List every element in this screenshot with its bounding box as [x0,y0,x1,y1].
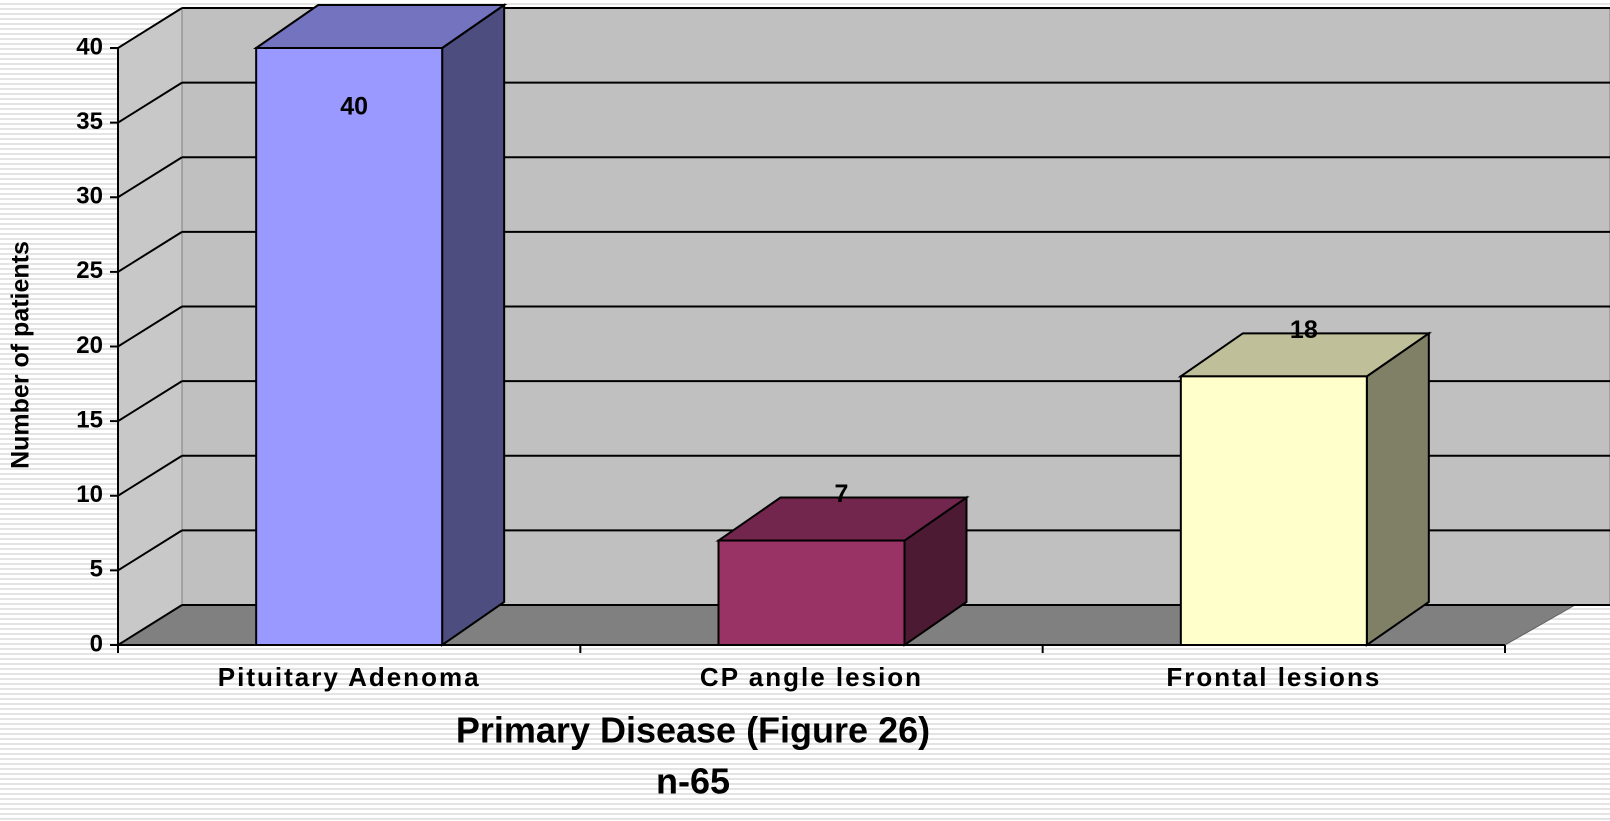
y-tick-label: 25 [76,257,103,284]
bar-side [441,3,506,647]
bar-front [1179,375,1368,646]
x-tick-label: CP angle lesion [700,662,923,692]
y-tick-label: 15 [76,406,103,433]
y-tick-label: 10 [76,481,103,508]
grid-line [117,305,183,348]
y-tick-label: 40 [76,33,103,60]
y-axis-title: Number of patients [7,241,35,469]
value-label: 18 [1290,316,1318,344]
x-tick-label: Pituitary Adenoma [218,662,481,692]
bar [1177,331,1433,647]
chart-subtitle: n-65 [656,761,730,802]
grid-line [117,454,183,497]
grid-line [117,7,183,49]
y-tick-label: 5 [90,556,103,583]
bar [715,495,970,647]
y-tick-label: 20 [76,332,103,359]
bar-front [255,47,444,646]
bar-side [1365,331,1430,647]
chart-title: Primary Disease (Figure 26) [456,710,930,751]
grid-line [117,529,183,572]
y-tick-label: 35 [76,108,103,135]
grid-line [117,604,183,646]
x-tick-label: Frontal lesions [1166,662,1381,692]
grid-line [117,156,183,199]
grid-line [117,81,183,124]
value-label: 7 [835,480,849,508]
y-tick-label: 30 [76,183,103,210]
grid-line [117,380,183,422]
grid-line [117,231,183,273]
bar [252,3,508,647]
bar-front [717,539,906,647]
y-tick-label: 0 [90,630,103,657]
value-label: 40 [340,93,368,121]
